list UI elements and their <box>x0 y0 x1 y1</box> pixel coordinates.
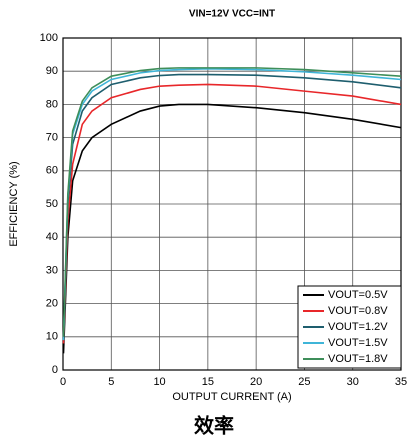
y-tick-label: 100 <box>40 32 58 44</box>
chart-title: VIN=12V VCC=INT <box>189 9 275 20</box>
y-tick-label: 90 <box>46 65 58 77</box>
series-line <box>62 68 402 341</box>
x-tick-label: 15 <box>202 376 214 388</box>
legend-label: VOUT=1.8V <box>328 353 388 365</box>
x-tick-label: 20 <box>250 376 262 388</box>
y-tick-label: 80 <box>46 98 58 110</box>
series-line <box>62 103 402 354</box>
legend-label: VOUT=1.2V <box>328 321 388 333</box>
y-tick-label: 10 <box>46 331 58 343</box>
y-tick-label: 30 <box>46 264 58 276</box>
series-line <box>62 73 402 341</box>
y-tick-label: 40 <box>46 231 58 243</box>
x-tick-label: 5 <box>108 376 114 388</box>
y-tick-label: 50 <box>46 198 58 210</box>
legend-label: VOUT=0.8V <box>328 305 388 317</box>
x-axis-label: OUTPUT CURRENT (A) <box>172 391 291 403</box>
x-tick-label: 35 <box>395 376 407 388</box>
x-tick-label: 30 <box>347 376 359 388</box>
series-line <box>62 67 402 337</box>
series-line <box>62 83 402 344</box>
x-tick-label: 0 <box>60 376 66 388</box>
y-tick-label: 70 <box>46 132 58 144</box>
x-tick-label: 10 <box>153 376 165 388</box>
x-tick-label: 25 <box>298 376 310 388</box>
y-tick-label: 60 <box>46 165 58 177</box>
legend-label: VOUT=0.5V <box>328 289 388 301</box>
legend-label: VOUT=1.5V <box>328 337 388 349</box>
y-tick-label: 20 <box>46 298 58 310</box>
y-axis-label: EFFICIENCY (%) <box>8 161 20 246</box>
plot-frame <box>62 37 402 371</box>
caption: 效率 <box>194 413 234 437</box>
y-tick-label: 0 <box>52 364 58 376</box>
